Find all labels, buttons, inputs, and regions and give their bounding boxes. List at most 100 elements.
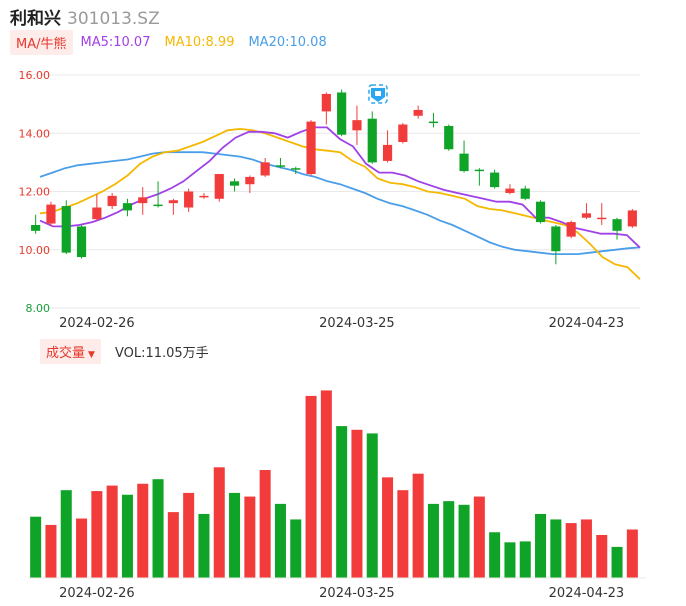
candle[interactable]	[382, 130, 393, 163]
volume-bar[interactable]	[427, 503, 439, 578]
candle[interactable]	[505, 184, 515, 195]
volume-bar[interactable]	[213, 467, 225, 578]
volume-bar[interactable]	[366, 433, 378, 578]
price-y-tick-label: 10.00	[19, 244, 51, 257]
volume-bar[interactable]	[535, 513, 547, 578]
volume-bar[interactable]	[351, 429, 363, 578]
volume-bar[interactable]	[580, 519, 592, 578]
volume-bar[interactable]	[473, 496, 485, 578]
price-grid	[28, 74, 640, 309]
volume-bar[interactable]	[45, 524, 57, 578]
candle[interactable]	[61, 200, 71, 255]
candle[interactable]	[107, 192, 117, 209]
price-y-tick-label: 8.00	[26, 302, 51, 315]
ma5-line	[39, 126, 641, 249]
candle[interactable]	[260, 158, 270, 177]
candle[interactable]	[566, 220, 576, 239]
candle[interactable]	[597, 203, 607, 225]
candle[interactable]	[31, 214, 41, 234]
price-y-tick-label: 14.00	[19, 127, 51, 140]
candle[interactable]	[306, 120, 316, 176]
candle[interactable]	[184, 188, 194, 212]
event-marker[interactable]	[368, 84, 388, 104]
volume-bar[interactable]	[167, 512, 179, 578]
volume-bar[interactable]	[137, 483, 149, 578]
volume-bar[interactable]	[412, 473, 424, 578]
candle-body	[444, 125, 454, 150]
volume-bar[interactable]	[611, 546, 623, 578]
volume-bar[interactable]	[229, 492, 241, 578]
volume-bar[interactable]	[596, 534, 608, 578]
volume-bar[interactable]	[305, 395, 317, 578]
volume-indicator-tab[interactable]: 成交量 ▼	[40, 338, 101, 364]
volume-bar[interactable]	[290, 519, 302, 578]
volume-bar[interactable]	[458, 504, 470, 578]
volume-bar[interactable]	[91, 491, 103, 578]
candle[interactable]	[444, 124, 454, 151]
volume-bar[interactable]	[30, 516, 42, 578]
candle-body	[352, 120, 362, 131]
candle[interactable]	[581, 203, 592, 220]
volume-bar[interactable]	[489, 532, 501, 578]
candle[interactable]	[168, 198, 178, 215]
volume-bar[interactable]	[60, 490, 72, 578]
candle[interactable]	[245, 175, 255, 193]
candle[interactable]	[474, 168, 484, 186]
candle[interactable]	[398, 123, 408, 144]
candle[interactable]	[76, 224, 87, 259]
candle-body	[229, 181, 240, 186]
volume-bar[interactable]	[565, 523, 577, 578]
candle-body	[153, 204, 163, 207]
candle[interactable]	[520, 185, 530, 201]
volume-bar[interactable]	[382, 477, 394, 578]
candle[interactable]	[275, 158, 286, 169]
candle[interactable]	[138, 187, 148, 215]
candle[interactable]	[291, 166, 301, 175]
volume-bar[interactable]	[152, 479, 164, 578]
volume-bar[interactable]	[336, 426, 348, 578]
candle[interactable]	[352, 105, 362, 145]
candle-body	[107, 195, 117, 207]
candle[interactable]	[92, 194, 102, 221]
candle-body	[566, 222, 576, 237]
candle-body	[474, 169, 484, 172]
candle[interactable]	[153, 181, 163, 208]
volume-bar[interactable]	[519, 541, 531, 578]
candle[interactable]	[367, 111, 377, 164]
candle[interactable]	[459, 140, 469, 173]
indicator-mode-tab[interactable]: MA/牛熊	[10, 29, 73, 55]
candle[interactable]	[428, 112, 439, 128]
candle[interactable]	[46, 201, 56, 227]
volume-bar[interactable]	[274, 503, 286, 578]
volume-bar[interactable]	[397, 490, 409, 578]
candle[interactable]	[535, 200, 546, 224]
volume-bar[interactable]	[550, 519, 562, 578]
volume-bar[interactable]	[121, 494, 133, 578]
volume-bar[interactable]	[320, 390, 332, 578]
candle[interactable]	[122, 198, 133, 217]
candle[interactable]	[627, 208, 637, 228]
volume-bar[interactable]	[626, 529, 638, 578]
candle-body	[413, 109, 423, 116]
candle[interactable]	[214, 174, 224, 202]
candle[interactable]	[612, 217, 622, 240]
candle[interactable]	[199, 192, 209, 199]
candle[interactable]	[229, 178, 240, 192]
candle[interactable]	[551, 224, 561, 265]
candle[interactable]	[413, 105, 423, 119]
volume-bar[interactable]	[106, 485, 118, 578]
candle[interactable]	[321, 92, 331, 125]
candle[interactable]	[490, 169, 500, 189]
volume-bar[interactable]	[76, 518, 88, 578]
ma-legend: MA/牛熊 MA5:10.07 MA10:8.99 MA20:10.08	[10, 29, 341, 55]
volume-bar[interactable]	[244, 496, 256, 578]
candle[interactable]	[337, 89, 347, 137]
volume-bar[interactable]	[259, 470, 271, 578]
volume-bar[interactable]	[183, 492, 195, 578]
volume-tab-label: 成交量	[46, 345, 86, 361]
volume-bar[interactable]	[443, 501, 455, 578]
volume-bar[interactable]	[504, 542, 516, 578]
volume-bar[interactable]	[198, 513, 210, 578]
candle-body	[428, 121, 439, 124]
